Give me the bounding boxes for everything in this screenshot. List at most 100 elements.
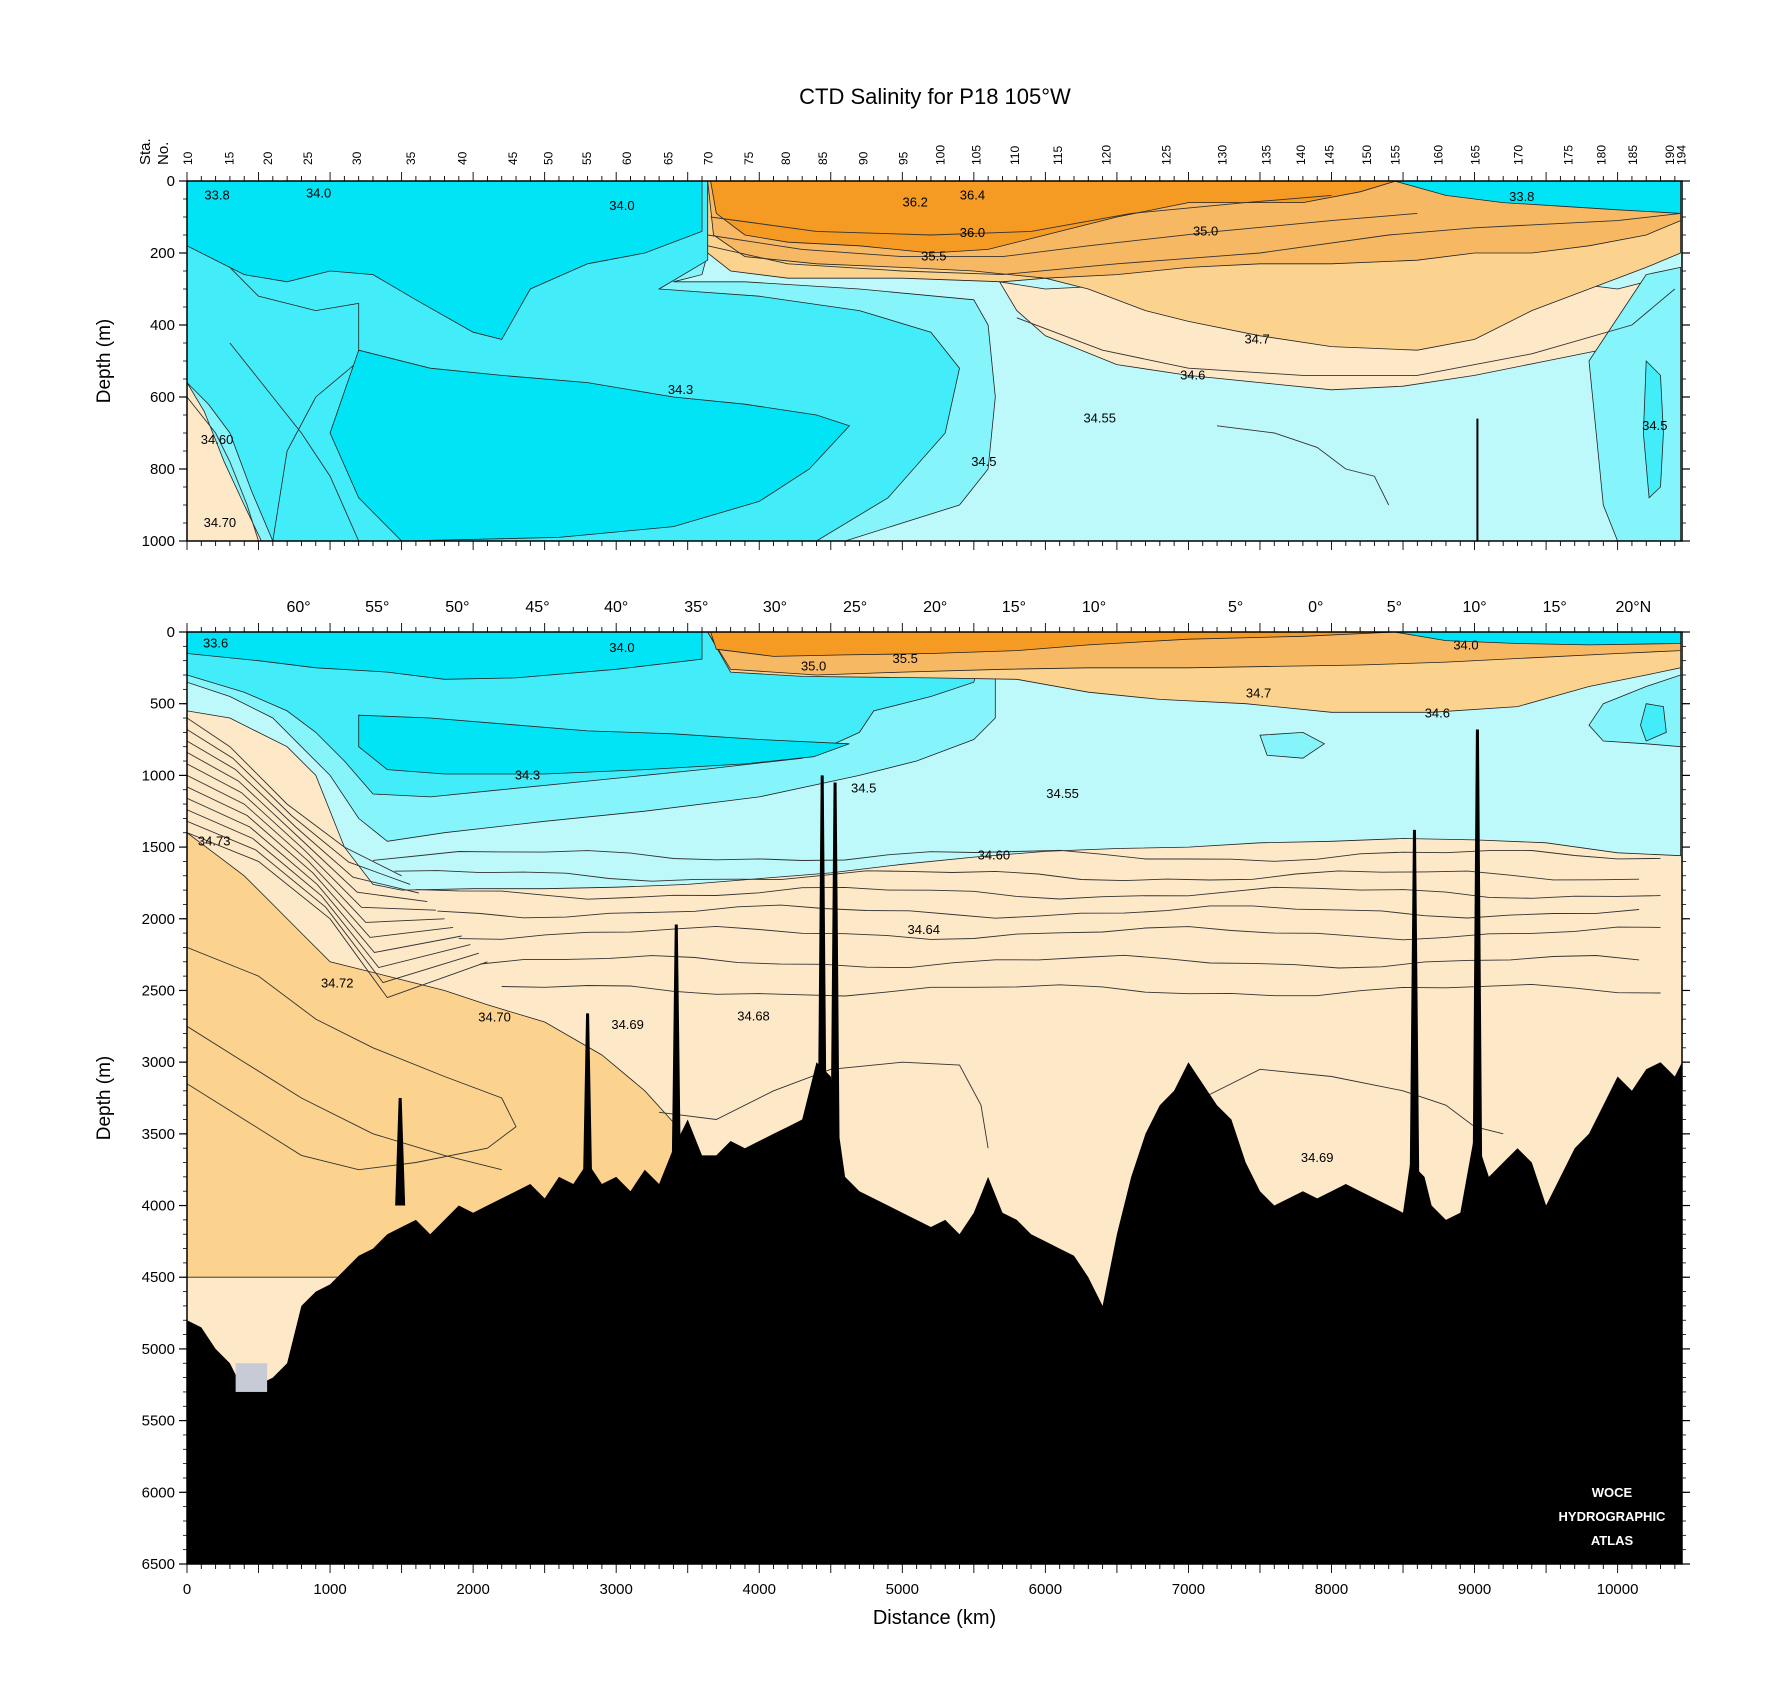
y-axis-label: Depth (m): [94, 1056, 115, 1140]
salinity-band: [358, 714, 850, 775]
latitude-label: 20°N: [1615, 599, 1651, 616]
station-label: 65: [662, 151, 676, 165]
station-label: 165: [1469, 145, 1483, 165]
x-tick-label: 2000: [456, 1581, 489, 1598]
contour-label: 34.0: [306, 186, 331, 201]
contour-line: [187, 396, 259, 541]
bottom-gap: [235, 1363, 268, 1392]
latitude-label: 60°: [286, 599, 310, 616]
contour-line: [187, 946, 517, 1171]
station-label: 135: [1260, 145, 1274, 165]
contour-label: 34.5: [1642, 418, 1667, 433]
station-label: 185: [1626, 145, 1640, 165]
station-label: 130: [1215, 145, 1229, 165]
y-tick-label: 500: [150, 696, 175, 713]
contour-line: [437, 904, 1640, 919]
bottom-spike: [671, 924, 682, 1206]
contour-line: [187, 752, 428, 903]
station-label: 105: [969, 145, 983, 165]
upper-axes: 0 200 400 600 800 1000 10 15 20 25 30 35 40 45 50 55 60 6…: [94, 138, 1690, 550]
contour-label: 35.0: [801, 658, 826, 673]
salinity-band: [1394, 181, 1681, 214]
contour-line: [187, 774, 445, 923]
latitude-label: 10°: [1462, 599, 1486, 616]
latitude-label: 50°: [445, 599, 469, 616]
latitude-label: 55°: [365, 599, 389, 616]
x-tick-label: 9000: [1458, 1581, 1491, 1598]
contour-label: 34.68: [737, 1008, 770, 1023]
latitude-label: 0°: [1308, 599, 1323, 616]
salinity-band: [329, 349, 851, 541]
contour-line: [187, 1025, 502, 1171]
salinity-band: [187, 381, 262, 541]
contour-label: 34.69: [611, 1017, 644, 1032]
contour-label: 35.0: [1193, 223, 1218, 238]
salinity-band: [187, 632, 703, 680]
contour-line: [187, 729, 411, 885]
station-label: 50: [542, 151, 556, 165]
contour-label: 36.2: [903, 195, 928, 210]
contour-label: 34.64: [907, 922, 940, 937]
contour-label: 33.8: [1509, 189, 1534, 204]
y-axis-label: Depth (m): [94, 319, 115, 403]
y-tick-label: 5000: [142, 1341, 175, 1358]
bottom-spike: [1472, 729, 1483, 1206]
contour-label: 34.3: [668, 382, 693, 397]
bottom-spike: [830, 782, 841, 1206]
contour-label: 34.7: [1244, 331, 1269, 346]
station-label: 100: [934, 145, 948, 165]
contour-line: [394, 870, 1640, 882]
contour-label: 34.5: [971, 454, 996, 469]
station-label: 180: [1594, 145, 1608, 165]
x-tick-label: 1000: [313, 1581, 346, 1598]
contour-label: 34.3: [515, 767, 540, 782]
y-tick-label: 6000: [142, 1484, 175, 1501]
station-label: 115: [1051, 146, 1065, 165]
bottom-spike: [817, 775, 828, 1206]
contour-label: 34.6: [1425, 706, 1450, 721]
x-tick-label: 6000: [1029, 1581, 1062, 1598]
x-axis-label: Distance (km): [873, 1607, 996, 1629]
woce-atlas-logo: WOCE HYDROGRAPHIC ATLAS: [1559, 1485, 1667, 1548]
station-label: 190: [1663, 145, 1677, 165]
station-label: 25: [301, 151, 315, 165]
x-tick-label: 0: [183, 1581, 191, 1598]
contour-label: 34.7: [1246, 686, 1271, 701]
station-label: 80: [779, 151, 793, 165]
salinity-band: [710, 181, 1397, 254]
salinity-band: [1642, 360, 1664, 499]
station-label: 30: [350, 151, 364, 165]
station-label: 55: [580, 151, 594, 165]
y-tick-label: 600: [150, 389, 175, 406]
station-label: 110: [1008, 146, 1022, 165]
contour-label: 35.5: [893, 651, 918, 666]
contour-line: [501, 983, 1661, 997]
station-axis-label: No.: [155, 142, 172, 165]
contour-label: 34.60: [201, 432, 234, 447]
station-label: 20: [261, 151, 275, 165]
contour-label: 33.6: [203, 635, 228, 650]
latitude-label: 25°: [843, 599, 867, 616]
seafloor: [187, 1062, 1682, 1564]
y-tick-label: 1000: [142, 767, 175, 784]
x-tick-label: 7000: [1172, 1581, 1205, 1598]
contour-line: [187, 809, 471, 969]
contour-line: [187, 820, 479, 984]
station-label: 194: [1675, 145, 1689, 165]
salinity-band: [1640, 703, 1667, 742]
contour-line: [659, 1061, 989, 1149]
contour-label: 35.5: [921, 249, 946, 264]
contour-line: [480, 954, 1640, 969]
y-tick-label: 3000: [142, 1054, 175, 1071]
contour-line: [1216, 425, 1390, 506]
contour-label: 34.60: [978, 848, 1011, 863]
station-label: 120: [1099, 145, 1113, 165]
logo-line-1: WOCE: [1592, 1485, 1633, 1500]
logo-line-3: ATLAS: [1591, 1533, 1634, 1548]
latitude-label: 15°: [1002, 599, 1026, 616]
contour-label: 34.73: [198, 833, 231, 848]
x-tick-label: 3000: [599, 1581, 632, 1598]
x-tick-label: 5000: [886, 1581, 919, 1598]
contour-line: [187, 717, 402, 877]
